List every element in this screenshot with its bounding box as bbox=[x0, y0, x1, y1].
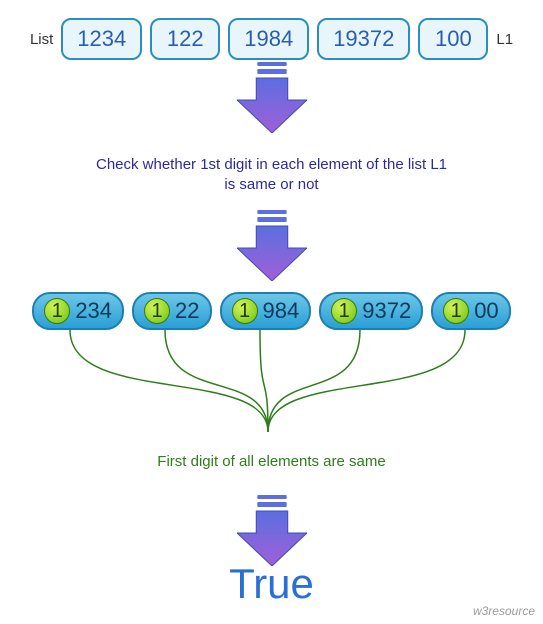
list2-item: 122 bbox=[132, 292, 211, 330]
watermark: w3resource bbox=[473, 604, 535, 618]
list2-item: 1234 bbox=[32, 292, 124, 330]
list-label-left: List bbox=[30, 31, 53, 48]
list2-item: 100 bbox=[431, 292, 510, 330]
list2-item: 19372 bbox=[319, 292, 423, 330]
result-value: True bbox=[229, 560, 314, 607]
list1-item: 1234 bbox=[61, 18, 142, 60]
list-row-1: List 1234122198419372100 L1 bbox=[0, 18, 543, 60]
caption-check: Check whether 1st digit in each element … bbox=[0, 155, 543, 196]
rest-digits: 22 bbox=[175, 298, 199, 324]
arrow-2 bbox=[237, 210, 307, 286]
list1-item: 1984 bbox=[228, 18, 309, 60]
list2-item: 1984 bbox=[220, 292, 312, 330]
first-digit-circle: 1 bbox=[44, 298, 70, 324]
diagram-container: { "labels": { "list_left": "List", "list… bbox=[0, 0, 543, 624]
arrow-1 bbox=[237, 62, 307, 138]
list1-item: 19372 bbox=[317, 18, 410, 60]
caption-same-text: First digit of all elements are same bbox=[157, 453, 385, 470]
rest-digits: 9372 bbox=[362, 298, 411, 324]
rest-digits: 234 bbox=[75, 298, 112, 324]
list1-item: 122 bbox=[150, 18, 220, 60]
first-digit-circle: 1 bbox=[443, 298, 469, 324]
first-digit-circle: 1 bbox=[144, 298, 170, 324]
list-row-2: 1234122198419372100 bbox=[0, 292, 543, 330]
result-text: True bbox=[0, 560, 543, 608]
list-label-right: L1 bbox=[496, 31, 513, 48]
caption-check-line2: is same or not bbox=[224, 176, 318, 193]
caption-same: First digit of all elements are same bbox=[0, 452, 543, 472]
first-digit-circle: 1 bbox=[232, 298, 258, 324]
list1-item: 100 bbox=[418, 18, 488, 60]
caption-check-line1: Check whether 1st digit in each element … bbox=[96, 156, 447, 173]
rest-digits: 00 bbox=[474, 298, 498, 324]
first-digit-circle: 1 bbox=[331, 298, 357, 324]
rest-digits: 984 bbox=[263, 298, 300, 324]
